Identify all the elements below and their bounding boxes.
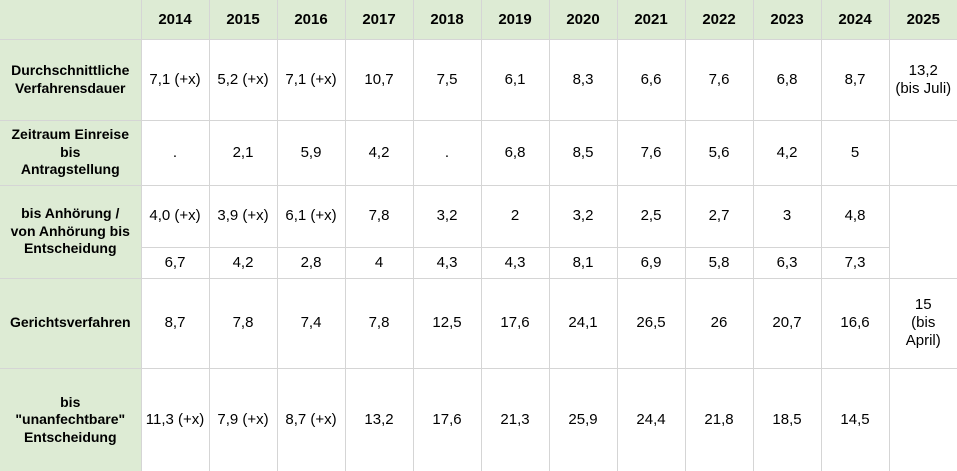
table-cell: 6,6 (616, 38, 686, 121)
table-row-bis-anhoerung-top: bis Anhörung / von Anhörung bis Entschei… (0, 184, 957, 279)
table-cell: 26,5 (616, 277, 686, 369)
table-cell: 4,2 (752, 119, 822, 186)
table-cell: 18,5 (752, 367, 822, 471)
table-cell: 4,2 (344, 119, 414, 186)
year-header-2024: 2024 (820, 0, 890, 40)
table-cell: 6,8 (480, 119, 550, 186)
table-cell: 6,3 (752, 246, 822, 279)
table-cell: 5,8 (684, 246, 754, 279)
table-cell: 7,8 (344, 184, 414, 248)
row-label: bis Anhörung / von Anhörung bis Entschei… (0, 184, 142, 279)
table-cell: 13,2 (bis Juli) (888, 38, 957, 121)
table-row-bis-anhoerung-bottom: 6,7 4,2 2,8 4 4,3 4,3 8,1 6,9 5,8 6,3 7,… (0, 246, 957, 279)
table-cell: 2,5 (616, 184, 686, 248)
table-cell: 11,3 (+x) (140, 367, 210, 471)
table-cell: 26 (684, 277, 754, 369)
table-cell: 7,8 (344, 277, 414, 369)
table-cell: 8,7 (820, 38, 890, 121)
table-cell: 12,5 (412, 277, 482, 369)
header-row: 2014 2015 2016 2017 2018 2019 2020 2021 … (0, 0, 957, 40)
table-cell: 7,3 (820, 246, 890, 279)
table-cell: 6,1 (+x) (276, 184, 346, 248)
table-row-gerichtsverfahren: Gerichtsverfahren 8,7 7,8 7,4 7,8 12,5 1… (0, 277, 957, 369)
table-cell: 13,2 (344, 367, 414, 471)
table-cell: . (412, 119, 482, 186)
table-cell (888, 367, 957, 471)
table-cell: 7,1 (+x) (140, 38, 210, 121)
year-header-2023: 2023 (752, 0, 822, 40)
year-header-2014: 2014 (140, 0, 210, 40)
year-header-2016: 2016 (276, 0, 346, 40)
table-cell: 4 (344, 246, 414, 279)
table-cell: 7,6 (684, 38, 754, 121)
table-cell: 10,7 (344, 38, 414, 121)
table-cell-merged-2025 (888, 184, 957, 279)
table-cell: 3,2 (548, 184, 618, 248)
table-cell: 8,3 (548, 38, 618, 121)
table-cell (888, 119, 957, 186)
row-label: Durchschnittliche Verfahrensdauer (0, 38, 142, 121)
year-header-2021: 2021 (616, 0, 686, 40)
table-cell: 2,7 (684, 184, 754, 248)
year-header-2022: 2022 (684, 0, 754, 40)
table-cell: 5,6 (684, 119, 754, 186)
year-header-2017: 2017 (344, 0, 414, 40)
table-cell: 24,1 (548, 277, 618, 369)
table-cell: 6,7 (140, 246, 210, 279)
table-cell: 16,6 (820, 277, 890, 369)
row-label: Zeitraum Einreise bis Antragstellung (0, 119, 142, 186)
year-header-2020: 2020 (548, 0, 618, 40)
table-cell: 7,5 (412, 38, 482, 121)
table-cell: 24,4 (616, 367, 686, 471)
table-row-unanfechtbare-entscheidung: bis "unanfechtbare" Entscheidung 11,3 (+… (0, 367, 957, 471)
table-cell: 5 (820, 119, 890, 186)
table-cell: 8,5 (548, 119, 618, 186)
table-cell: 3,2 (412, 184, 482, 248)
year-header-2018: 2018 (412, 0, 482, 40)
table-cell: 17,6 (480, 277, 550, 369)
year-header-2019: 2019 (480, 0, 550, 40)
table-cell: 21,3 (480, 367, 550, 471)
table-cell: 17,6 (412, 367, 482, 471)
corner-cell (0, 0, 142, 40)
table-cell: 8,7 (+x) (276, 367, 346, 471)
table-cell: 6,1 (480, 38, 550, 121)
table-cell: 4,0 (+x) (140, 184, 210, 248)
table-cell: 20,7 (752, 277, 822, 369)
table-cell: 21,8 (684, 367, 754, 471)
table-cell: 15 (bis April) (888, 277, 957, 369)
table-cell: 5,2 (+x) (208, 38, 278, 121)
table-cell: 2,1 (208, 119, 278, 186)
row-label: bis "unanfechtbare" Entscheidung (0, 367, 142, 471)
table-cell: 7,4 (276, 277, 346, 369)
table-cell: 5,9 (276, 119, 346, 186)
table-cell: 2 (480, 184, 550, 248)
table-cell: 7,6 (616, 119, 686, 186)
table-cell: 2,8 (276, 246, 346, 279)
row-label: Gerichtsverfahren (0, 277, 142, 369)
table-row-zeitraum-einreise: Zeitraum Einreise bis Antragstellung . 2… (0, 119, 957, 186)
table-cell: 7,9 (+x) (208, 367, 278, 471)
table-row-durchschnittliche-verfahrensdauer: Durchschnittliche Verfahrensdauer 7,1 (+… (0, 38, 957, 121)
table-cell: 6,8 (752, 38, 822, 121)
table-cell: 3 (752, 184, 822, 248)
table-cell: 4,8 (820, 184, 890, 248)
table-cell: 4,2 (208, 246, 278, 279)
table-cell: 7,1 (+x) (276, 38, 346, 121)
table-cell: 8,7 (140, 277, 210, 369)
year-header-2015: 2015 (208, 0, 278, 40)
table-cell: 14,5 (820, 367, 890, 471)
table-cell: 6,9 (616, 246, 686, 279)
table-cell: 25,9 (548, 367, 618, 471)
table-cell: 7,8 (208, 277, 278, 369)
table-cell: . (140, 119, 210, 186)
table-cell: 4,3 (480, 246, 550, 279)
table-cell: 3,9 (+x) (208, 184, 278, 248)
year-header-2025: 2025 (888, 0, 957, 40)
table-cell: 4,3 (412, 246, 482, 279)
table-cell: 8,1 (548, 246, 618, 279)
